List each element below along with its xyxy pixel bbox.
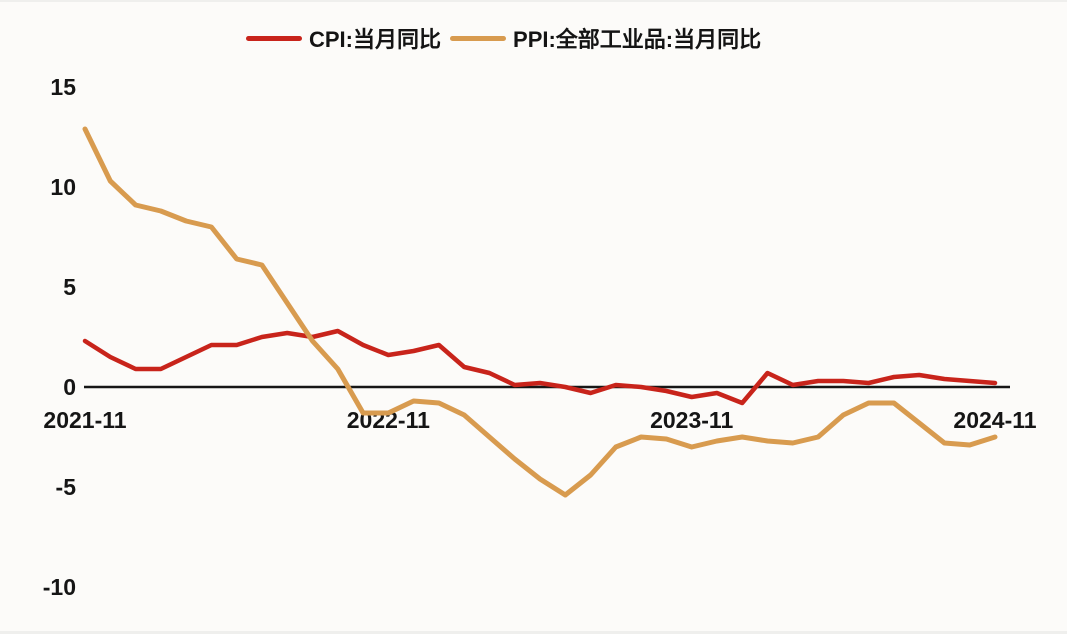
y-tick-label: 0 bbox=[63, 374, 76, 400]
legend: CPI:当月同比 PPI:全部工业品:当月同比 bbox=[246, 22, 761, 54]
top-edge-divider bbox=[0, 0, 1067, 2]
legend-item-ppi: PPI:全部工业品:当月同比 bbox=[450, 22, 761, 54]
legend-label-ppi: PPI:全部工业品:当月同比 bbox=[513, 27, 762, 52]
y-tick-label: 5 bbox=[63, 274, 76, 300]
y-tick-label: -5 bbox=[56, 474, 77, 500]
bottom-edge-divider bbox=[0, 631, 1067, 634]
legend-item-cpi: CPI:当月同比 bbox=[246, 22, 441, 54]
x-tick-label: 2023-11 bbox=[650, 407, 733, 433]
y-tick-label: -10 bbox=[43, 574, 76, 600]
x-tick-label: 2024-11 bbox=[953, 407, 1036, 433]
ppi-line-swatch bbox=[450, 35, 507, 41]
y-tick-label: 15 bbox=[50, 74, 76, 100]
cpi-series-line bbox=[82, 328, 998, 406]
ppi-series-line bbox=[82, 126, 998, 498]
cpi-line-swatch bbox=[246, 35, 302, 41]
legend-label-cpi: CPI:当月同比 bbox=[309, 27, 442, 52]
y-tick-label: 10 bbox=[50, 174, 76, 200]
x-tick-label: 2021-11 bbox=[43, 407, 126, 433]
